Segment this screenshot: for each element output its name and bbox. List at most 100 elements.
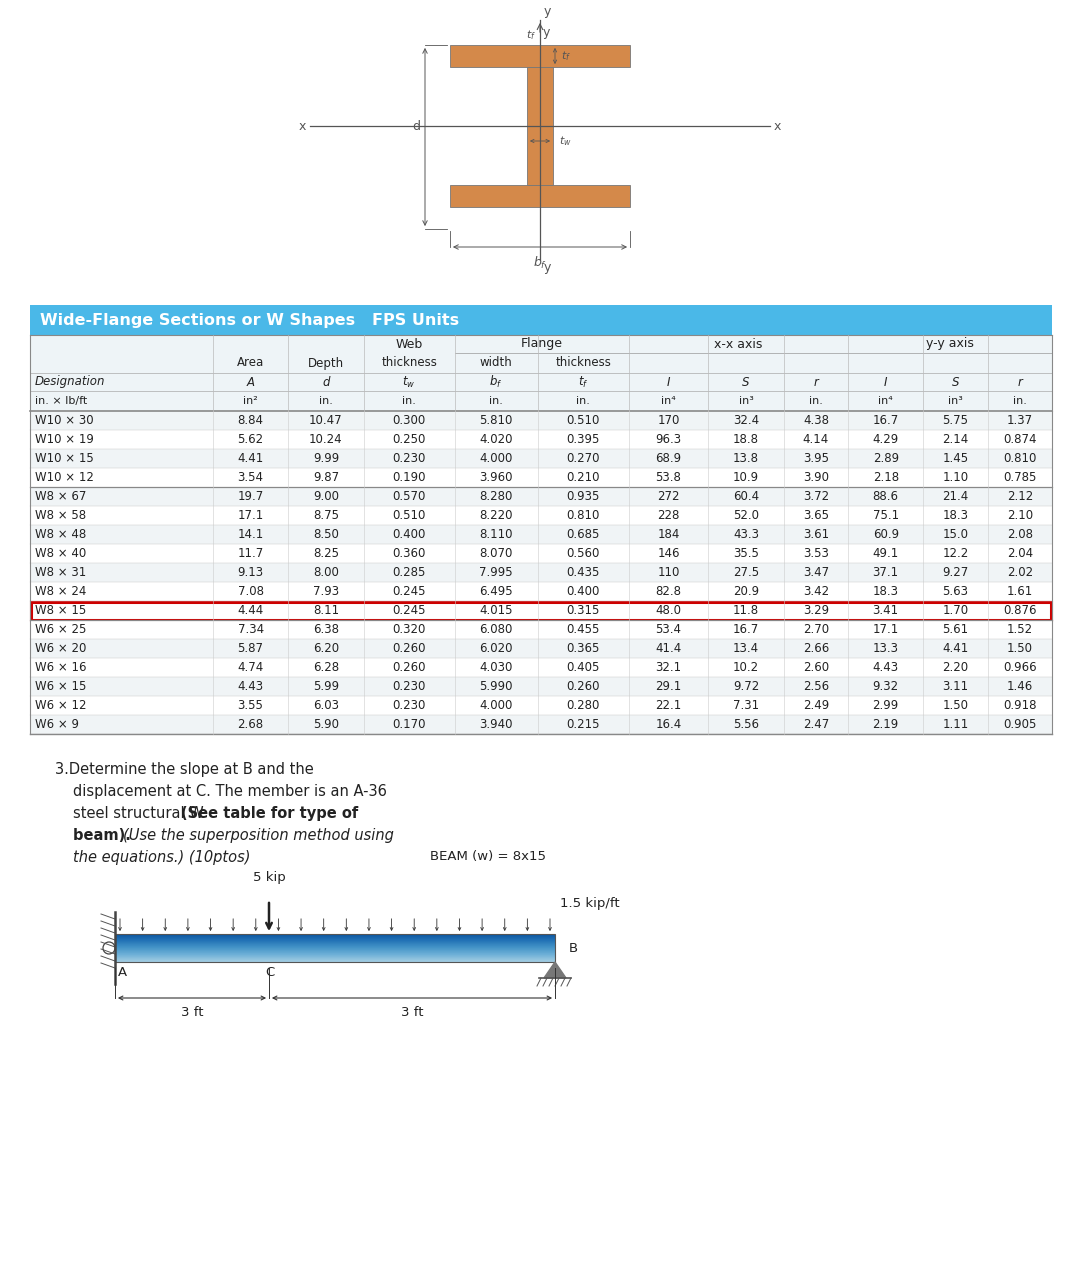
Text: 3 ft: 3 ft <box>401 1007 423 1019</box>
Text: W10 × 30: W10 × 30 <box>35 414 94 427</box>
Text: 49.1: 49.1 <box>873 547 899 560</box>
Text: 3.55: 3.55 <box>238 700 264 712</box>
Text: $b_f$: $b_f$ <box>532 255 548 271</box>
Text: in.: in. <box>402 396 416 405</box>
Text: 3.95: 3.95 <box>802 451 828 466</box>
Text: W8 × 24: W8 × 24 <box>35 585 86 599</box>
Text: Depth: Depth <box>308 357 345 370</box>
Text: W10 × 15: W10 × 15 <box>35 451 94 466</box>
Text: x: x <box>299 119 306 133</box>
Text: 2.66: 2.66 <box>802 642 829 655</box>
Text: 60.9: 60.9 <box>873 528 899 541</box>
Text: I: I <box>885 376 888 389</box>
Text: 1.5 kip/ft: 1.5 kip/ft <box>561 898 620 911</box>
Text: 0.230: 0.230 <box>392 700 426 712</box>
Text: beam).: beam). <box>73 828 136 843</box>
Text: 1.50: 1.50 <box>1007 642 1032 655</box>
Text: 16.4: 16.4 <box>656 718 681 732</box>
Text: W6 × 20: W6 × 20 <box>35 642 86 655</box>
Text: A: A <box>118 966 127 978</box>
Text: 0.570: 0.570 <box>392 490 426 503</box>
Text: steel structural W: steel structural W <box>73 806 208 821</box>
Text: 60.4: 60.4 <box>733 490 759 503</box>
Text: 9.87: 9.87 <box>313 471 339 483</box>
Text: 9.00: 9.00 <box>313 490 339 503</box>
Text: 4.29: 4.29 <box>873 434 899 446</box>
Text: C: C <box>265 966 274 978</box>
Text: 0.260: 0.260 <box>392 642 426 655</box>
Bar <box>30 563 1052 582</box>
Text: x-x axis: x-x axis <box>714 338 762 350</box>
Bar <box>30 335 1052 411</box>
Text: 13.4: 13.4 <box>733 642 759 655</box>
Text: 2.56: 2.56 <box>802 680 829 693</box>
Text: 0.170: 0.170 <box>392 718 426 732</box>
Text: W6 × 15: W6 × 15 <box>35 680 86 693</box>
Bar <box>527 67 553 185</box>
Text: I: I <box>666 376 671 389</box>
Text: width: width <box>480 357 513 370</box>
Text: Flange: Flange <box>521 338 563 350</box>
Text: 8.75: 8.75 <box>313 509 339 522</box>
Text: 0.935: 0.935 <box>566 490 599 503</box>
Text: 2.04: 2.04 <box>1007 547 1032 560</box>
Text: 5.990: 5.990 <box>480 680 513 693</box>
Text: 4.38: 4.38 <box>802 414 828 427</box>
Text: 17.1: 17.1 <box>238 509 264 522</box>
Bar <box>450 185 630 207</box>
Bar <box>30 640 1052 657</box>
Text: 0.874: 0.874 <box>1003 434 1037 446</box>
Text: 4.000: 4.000 <box>480 700 513 712</box>
Text: 3.960: 3.960 <box>480 471 513 483</box>
Text: (Use the superposition method using: (Use the superposition method using <box>123 828 394 843</box>
Text: 19.7: 19.7 <box>238 490 264 503</box>
Text: 8.50: 8.50 <box>313 528 339 541</box>
Text: 88.6: 88.6 <box>873 490 899 503</box>
Text: 0.365: 0.365 <box>566 642 599 655</box>
Text: 0.876: 0.876 <box>1003 604 1037 616</box>
Text: 7.31: 7.31 <box>733 700 759 712</box>
Text: S: S <box>951 376 959 389</box>
Text: 0.230: 0.230 <box>392 680 426 693</box>
Bar <box>30 715 1052 734</box>
Text: in.: in. <box>577 396 590 405</box>
Text: 0.280: 0.280 <box>566 700 599 712</box>
Text: 8.070: 8.070 <box>480 547 513 560</box>
Text: 32.1: 32.1 <box>656 661 681 674</box>
Text: 3.Determine the slope at B and the: 3.Determine the slope at B and the <box>55 762 314 778</box>
Bar <box>30 696 1052 715</box>
Text: $t_f$: $t_f$ <box>561 49 571 63</box>
Text: 2.68: 2.68 <box>238 718 264 732</box>
Text: W10 × 12: W10 × 12 <box>35 471 94 483</box>
Text: 0.285: 0.285 <box>392 567 426 579</box>
Text: W8 × 31: W8 × 31 <box>35 567 86 579</box>
Text: x: x <box>774 119 781 133</box>
Text: 5.90: 5.90 <box>313 718 339 732</box>
Text: 13.8: 13.8 <box>733 451 759 466</box>
Text: 0.905: 0.905 <box>1003 718 1037 732</box>
Text: displacement at C. The member is an A-36: displacement at C. The member is an A-36 <box>73 784 387 799</box>
Text: d: d <box>411 119 420 133</box>
Text: in²: in² <box>243 396 258 405</box>
Text: 16.7: 16.7 <box>733 623 759 636</box>
Text: 0.918: 0.918 <box>1003 700 1037 712</box>
Text: $b_f$: $b_f$ <box>489 373 503 390</box>
Text: 1.52: 1.52 <box>1007 623 1032 636</box>
Text: 10.9: 10.9 <box>733 471 759 483</box>
Text: 0.250: 0.250 <box>392 434 426 446</box>
Text: Designation: Designation <box>35 376 106 389</box>
Text: 0.510: 0.510 <box>392 509 426 522</box>
Text: A: A <box>246 376 255 389</box>
Text: $t_f$: $t_f$ <box>526 28 536 42</box>
Bar <box>31 602 1051 620</box>
Text: thickness: thickness <box>381 357 437 370</box>
Text: $t_w$: $t_w$ <box>403 375 416 390</box>
Text: 4.020: 4.020 <box>480 434 513 446</box>
Text: 10.47: 10.47 <box>309 414 342 427</box>
Text: 18.3: 18.3 <box>873 585 899 599</box>
Text: in. × lb/ft: in. × lb/ft <box>35 396 87 405</box>
Text: 2.02: 2.02 <box>1007 567 1032 579</box>
Text: 9.72: 9.72 <box>733 680 759 693</box>
Text: (See table for type of: (See table for type of <box>181 806 359 821</box>
Text: 0.435: 0.435 <box>566 567 599 579</box>
